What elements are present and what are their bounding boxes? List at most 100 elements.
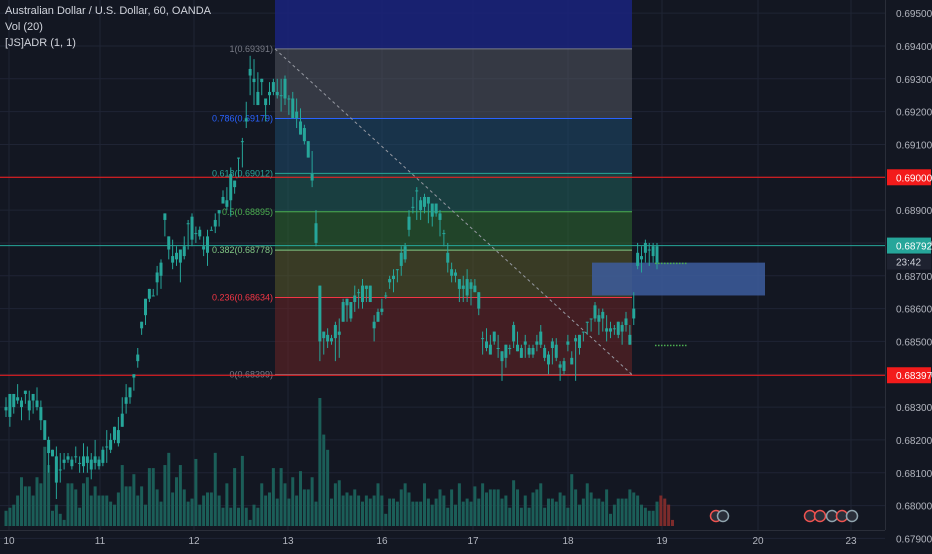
rectangle-zone[interactable] <box>592 262 765 296</box>
volume-bar <box>333 483 337 526</box>
volume-bar <box>144 504 147 526</box>
candle-body <box>461 285 465 289</box>
volume-bar <box>512 480 516 526</box>
adr-indicator-label[interactable]: [JS]ADR (1, 1) <box>5 37 76 49</box>
candle-body <box>558 364 562 368</box>
candle-body <box>349 302 353 319</box>
candle-body <box>120 413 124 427</box>
volume-bar <box>175 477 178 526</box>
candle-body <box>612 328 616 330</box>
volume-bar <box>415 501 419 526</box>
volume-bar <box>392 498 395 526</box>
candle-body <box>54 456 58 483</box>
volume-bar <box>384 513 388 526</box>
candle-body <box>291 98 295 119</box>
y-tick-label: 0.68000 <box>896 502 932 513</box>
volume-bar <box>23 486 27 526</box>
y-tick-label: 0.68100 <box>896 469 932 480</box>
candle-body <box>430 203 434 217</box>
candle-body <box>384 295 388 297</box>
candle-body <box>488 344 492 355</box>
volume-bar <box>171 492 175 526</box>
economic-event-icon[interactable] <box>813 509 827 523</box>
volume-bar <box>632 492 636 526</box>
adr-marker-high <box>679 262 681 265</box>
volume-bar <box>341 495 345 526</box>
candle-body <box>70 459 74 467</box>
price-label-lower: 0.68397 <box>896 371 932 382</box>
volume-bar <box>35 477 39 526</box>
volume-bar <box>140 486 144 526</box>
volume-bar <box>558 492 562 526</box>
candle-body <box>209 229 213 231</box>
candle-body <box>512 325 516 342</box>
y-tick-label: 0.69500 <box>896 9 932 20</box>
y-tick-label: 0.69100 <box>896 140 932 151</box>
candle-body <box>361 285 364 303</box>
price-label-lower-bg <box>887 367 931 384</box>
candle-body <box>74 456 78 458</box>
candle-body <box>353 295 357 303</box>
candle-body <box>620 325 624 332</box>
candle-body <box>109 439 113 450</box>
countdown-bg <box>887 254 931 270</box>
candle-body <box>492 331 496 342</box>
candle-body <box>279 95 283 97</box>
candle-body <box>438 213 442 220</box>
volume-bar <box>206 492 209 526</box>
fib-trend-line[interactable] <box>274 48 633 375</box>
volume-bar <box>368 498 372 526</box>
volume-bar <box>109 501 113 526</box>
candle-body <box>144 298 147 316</box>
volume-bar <box>43 446 47 526</box>
candle-body <box>47 439 51 454</box>
candle-body <box>357 292 361 294</box>
candle-body <box>51 449 54 457</box>
volume-bar <box>260 483 264 526</box>
volume-bar <box>492 489 496 526</box>
fib-zone <box>275 250 632 298</box>
volume-bar <box>70 483 74 526</box>
candle-body <box>446 252 450 263</box>
candle-body <box>167 236 171 250</box>
candle-body <box>58 469 62 471</box>
candle-body <box>399 252 403 266</box>
y-tick-label: 0.68900 <box>896 206 932 217</box>
x-tick-label: 19 <box>656 536 668 547</box>
volume-bar <box>353 489 357 526</box>
candle-body <box>89 459 93 470</box>
candle-body <box>322 331 326 339</box>
candle-body <box>523 341 527 345</box>
y-tick-label: 0.68500 <box>896 337 932 348</box>
candle-body <box>364 285 368 289</box>
candle-body <box>229 174 233 201</box>
economic-event-icon[interactable] <box>845 509 859 523</box>
volume-bar <box>550 498 554 526</box>
candle-body <box>105 446 109 448</box>
volume-bar <box>120 465 124 526</box>
candle-body <box>260 78 264 83</box>
candle-body <box>186 223 190 225</box>
candle-body <box>16 397 20 401</box>
volume-bar <box>496 489 500 526</box>
volume-bar <box>12 504 16 526</box>
volume-bar <box>667 504 671 526</box>
volume-indicator-label[interactable]: Vol (20) <box>5 21 43 33</box>
volume-bar <box>426 498 430 526</box>
adr-marker-low <box>658 344 660 347</box>
candle-body <box>562 361 566 371</box>
candle-body <box>221 196 225 204</box>
volume-bar <box>477 498 481 526</box>
economic-event-icon[interactable] <box>716 509 730 523</box>
volume-bar <box>624 498 628 526</box>
candle-body <box>609 328 612 332</box>
volume-bar <box>446 507 450 526</box>
adr-marker-high <box>673 262 675 265</box>
candle-body <box>407 216 411 230</box>
fib-zone <box>275 48 632 119</box>
candle-body <box>240 141 244 143</box>
volume-bar <box>93 486 97 526</box>
volume-bar <box>659 495 663 526</box>
